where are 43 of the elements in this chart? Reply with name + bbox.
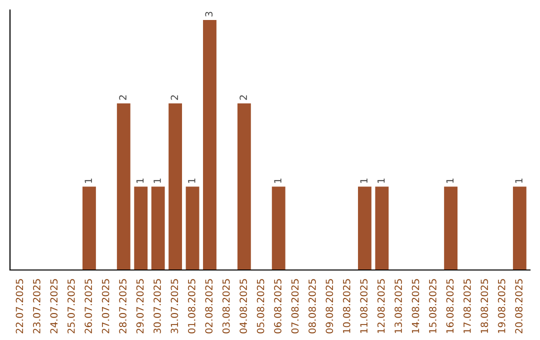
x-tick-label: 22.07.2025 (16, 279, 24, 334)
data-label: 1 (446, 178, 454, 183)
data-label: 1 (84, 178, 92, 183)
x-tick-label: 05.08.2025 (256, 279, 264, 334)
x-tick-label: 14.08.2025 (412, 279, 420, 333)
x-tick-label: 04.08.2025 (240, 279, 247, 334)
x-tick-label: 06.08.2025 (274, 279, 282, 334)
data-label: 1 (378, 178, 385, 183)
x-tick-label: 09.08.2025 (326, 279, 334, 334)
data-label: 1 (154, 178, 161, 183)
x-tick-label: 02.08.2025 (205, 279, 213, 334)
x-tick-label: 29.07.2025 (136, 279, 144, 334)
x-tick-label: 08.08.2025 (308, 279, 316, 334)
data-label: 1 (274, 178, 282, 183)
x-tick-label: 16.08.2025 (446, 279, 454, 333)
x-tick-label: 26.07.2025 (84, 279, 92, 334)
x-tick-label: 12.08.2025 (377, 279, 385, 333)
x-tick-label: 20.08.2025 (515, 279, 522, 334)
x-tick-label: 30.07.2025 (154, 279, 161, 334)
x-tick-label: 19.08.2025 (498, 279, 506, 333)
data-label: 1 (515, 178, 522, 183)
data-label: 1 (188, 178, 196, 183)
x-tick-label: 10.08.2025 (342, 279, 350, 333)
x-tick-label: 18.08.2025 (480, 279, 488, 333)
x-tick-label: 31.07.2025 (170, 279, 178, 334)
x-tick-label: 15.08.2025 (429, 279, 436, 333)
x-tick-label: 24.07.2025 (50, 279, 58, 334)
data-label: 2 (240, 95, 247, 100)
data-label: 2 (170, 95, 178, 100)
x-tick-label: 13.08.2025 (394, 279, 402, 333)
x-tick-label: 25.07.2025 (67, 279, 75, 334)
x-tick-label: 11.08.2025 (360, 279, 368, 333)
x-tick-label: 27.07.2025 (102, 279, 110, 334)
x-tick-label: 01.08.2025 (188, 279, 196, 334)
x-tick-label: 07.08.2025 (291, 279, 299, 334)
data-label: 1 (136, 178, 144, 183)
x-tick-label: 28.07.2025 (119, 279, 126, 334)
x-tick-label: 03.08.2025 (222, 279, 230, 334)
data-label: 3 (205, 12, 213, 16)
x-tick-label: 23.07.2025 (33, 279, 40, 334)
x-tick-label: 17.08.2025 (463, 279, 471, 333)
data-label: 1 (360, 178, 368, 183)
data-label: 2 (119, 95, 126, 100)
